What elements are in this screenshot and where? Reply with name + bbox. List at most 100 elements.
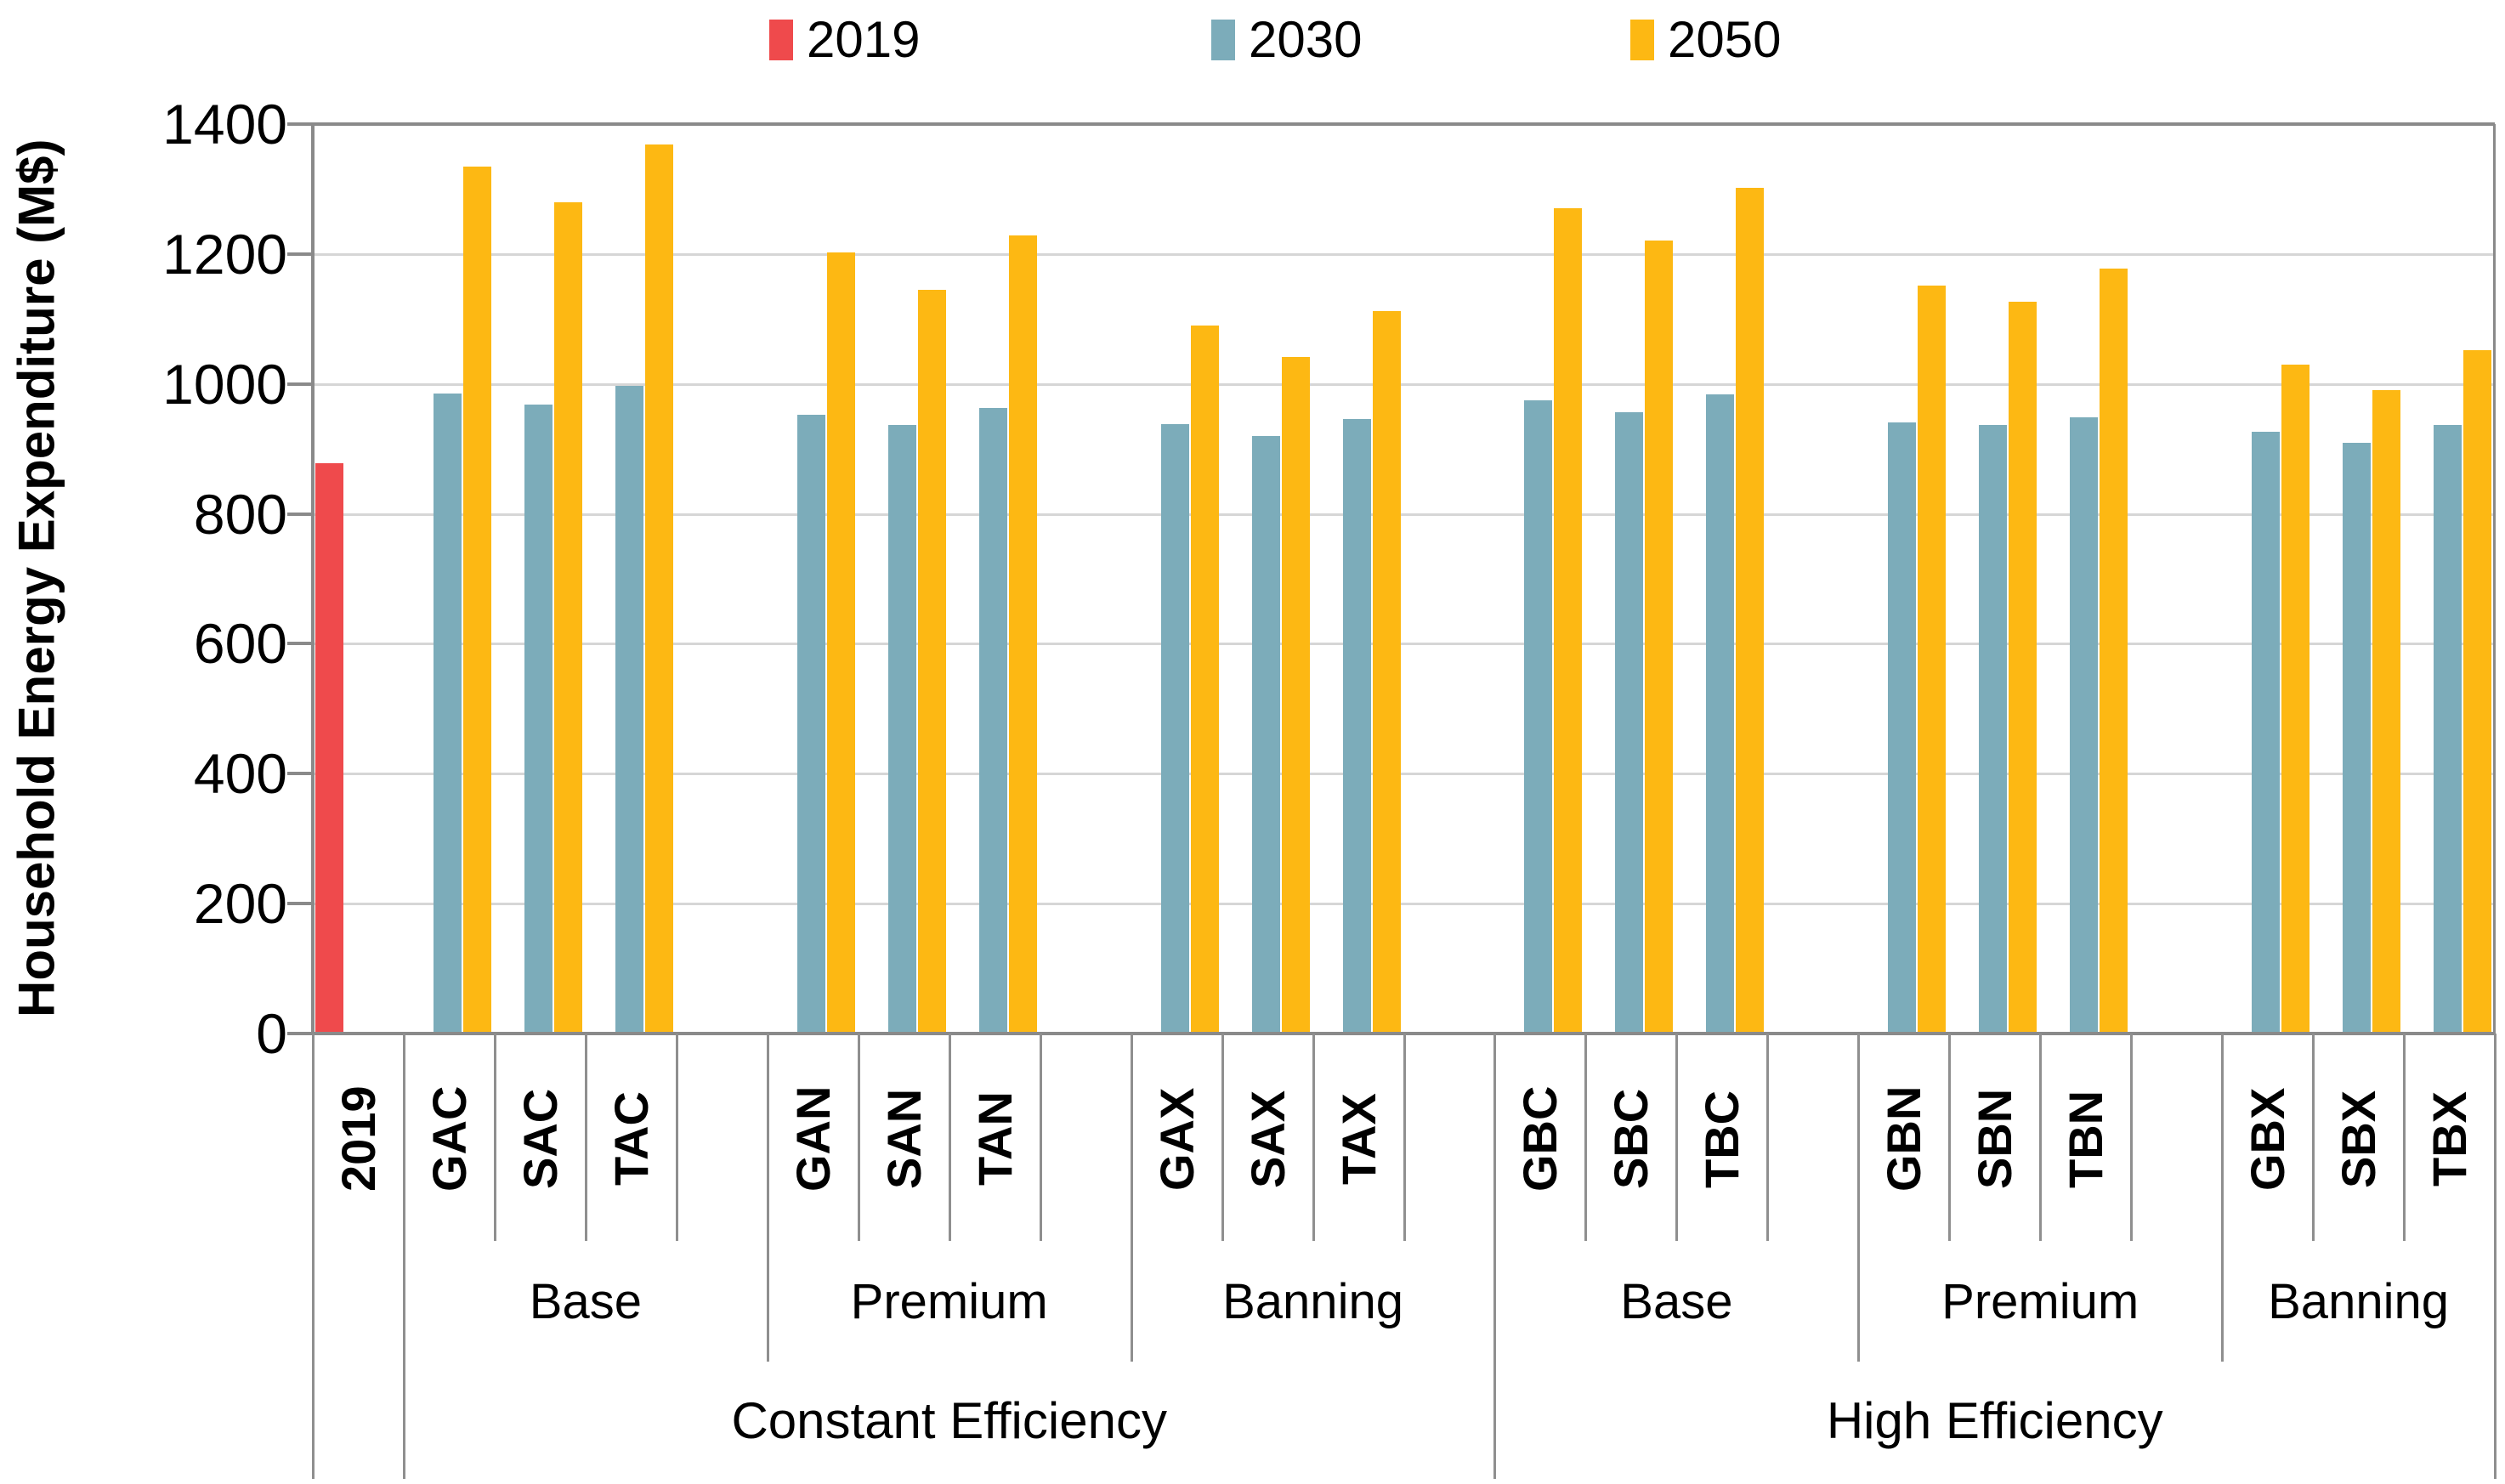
cat-divider-7: [948, 1034, 951, 1241]
legend-item-2030: 2030: [1211, 10, 1362, 70]
cat-divider-4: [675, 1034, 678, 1241]
legend-label-2050: 2050: [1668, 11, 1782, 68]
gridline-400: [313, 773, 2495, 776]
super-divider-1: [402, 1362, 405, 1479]
x-label-GBN: GBN: [1877, 1085, 1931, 1192]
bar-GAC-2030: [433, 394, 462, 1034]
plot-right-border: [2493, 124, 2496, 1034]
gridline-800: [313, 513, 2495, 516]
bar-SBX-2030: [2343, 443, 2372, 1034]
super-divider-0: [312, 1362, 315, 1479]
x-label-TAN: TAN: [967, 1091, 1022, 1187]
plot-top-border: [313, 122, 2495, 126]
x-label-SBC: SBC: [1604, 1088, 1658, 1190]
super-divider-24: [2494, 1362, 2496, 1479]
x-axis-line: [287, 1032, 2495, 1035]
bar-GAX-2050: [1190, 325, 1219, 1034]
y-tick-1200: [287, 252, 313, 256]
y-tick-label-800: 800: [193, 482, 287, 546]
bar-GBC-2050: [1554, 208, 1583, 1034]
legend-swatch-2019: [769, 20, 793, 60]
bar-TAC-2030: [615, 386, 643, 1034]
y-tick-label-1400: 1400: [162, 93, 287, 156]
group-divider-0: [312, 1241, 315, 1362]
bar-SBN-2030: [1979, 424, 2008, 1034]
x-label-GBX: GBX: [2241, 1087, 2295, 1191]
bar-SBC-2050: [1645, 240, 1674, 1034]
x-label-TAC: TAC: [604, 1091, 658, 1187]
group-label-premium-4: Premium: [1941, 1273, 2139, 1329]
legend-label-2019: 2019: [807, 11, 921, 68]
cat-divider-16: [1766, 1034, 1770, 1241]
legend-item-2050: 2050: [1630, 10, 1781, 70]
group-divider-5: [766, 1241, 769, 1362]
super-group-label-0: Constant Efficiency: [731, 1391, 1167, 1449]
group-divider-24: [2494, 1241, 2496, 1362]
y-tick-200: [287, 902, 313, 906]
bar-SAN-2030: [887, 424, 916, 1034]
y-tick-label-200: 200: [193, 872, 287, 936]
x-label-SAC: SAC: [513, 1088, 567, 1190]
cat-divider-20: [2130, 1034, 2134, 1241]
super-divider-13: [1493, 1362, 1497, 1479]
bar-SAC-2030: [524, 405, 553, 1034]
bar-TAN-2030: [978, 407, 1007, 1034]
legend-item-2019: 2019: [769, 10, 920, 70]
y-tick-label-0: 0: [256, 1002, 287, 1065]
cat-divider-3: [584, 1034, 587, 1241]
x-label-GAX: GAX: [1149, 1087, 1204, 1191]
cat-divider-23: [2403, 1034, 2406, 1241]
bar-GAC-2050: [462, 166, 491, 1034]
bar-SBX-2050: [2372, 389, 2401, 1034]
bar-GBX-2030: [2252, 432, 2281, 1034]
super-group-label-1: High Efficiency: [1826, 1391, 2163, 1449]
bar-TBN-2050: [2100, 269, 2128, 1034]
bar-GAX-2030: [1160, 424, 1189, 1034]
bar-TBC-2050: [1736, 187, 1765, 1034]
x-label-TBN: TBN: [2059, 1090, 2113, 1188]
cat-divider-5: [766, 1034, 769, 1241]
cat-divider-1: [402, 1034, 405, 1241]
y-tick-0: [287, 1032, 313, 1035]
legend-swatch-2030: [1211, 20, 1235, 60]
group-divider-13: [1493, 1241, 1497, 1362]
group-divider-1: [402, 1241, 405, 1362]
x-label-SBN: SBN: [1968, 1088, 2022, 1190]
bar-TBX-2050: [2463, 349, 2492, 1034]
cat-divider-0: [312, 1034, 315, 1241]
y-tick-label-600: 600: [193, 612, 287, 676]
x-label-TBC: TBC: [1695, 1090, 1749, 1188]
cat-divider-17: [1857, 1034, 1861, 1241]
gridline-1200: [313, 252, 2495, 256]
bar-GBC-2030: [1524, 399, 1553, 1034]
x-label-SBX: SBX: [2332, 1090, 2386, 1188]
x-label-GAC: GAC: [422, 1085, 476, 1192]
y-tick-label-1200: 1200: [162, 222, 287, 286]
group-label-base-0: Base: [529, 1273, 642, 1329]
x-label-GBC: GBC: [1513, 1085, 1567, 1192]
bar-SAN-2050: [917, 289, 946, 1034]
bar-SAX-2050: [1281, 357, 1310, 1034]
group-label-base-3: Base: [1620, 1273, 1733, 1329]
y-tick-800: [287, 512, 313, 516]
cat-divider-24: [2494, 1034, 2496, 1241]
bar-SBN-2050: [2009, 301, 2037, 1034]
x-label-SAN: SAN: [876, 1088, 931, 1190]
cat-divider-2: [493, 1034, 496, 1241]
bar-GBN-2050: [1918, 285, 1947, 1034]
cat-divider-22: [2312, 1034, 2315, 1241]
cat-divider-13: [1493, 1034, 1497, 1241]
x-label-2019: 2019: [331, 1085, 385, 1192]
cat-divider-18: [1948, 1034, 1952, 1241]
cat-divider-19: [2039, 1034, 2043, 1241]
bar-2019-2019: [315, 462, 343, 1034]
y-tick-label-400: 400: [193, 742, 287, 806]
x-label-TAX: TAX: [1331, 1093, 1386, 1185]
group-label-banning-2: Banning: [1222, 1273, 1403, 1329]
cat-divider-21: [2221, 1034, 2224, 1241]
bar-TAX-2050: [1372, 311, 1401, 1034]
group-divider-9: [1130, 1241, 1133, 1362]
bar-GBX-2050: [2281, 364, 2310, 1034]
y-tick-400: [287, 772, 313, 776]
